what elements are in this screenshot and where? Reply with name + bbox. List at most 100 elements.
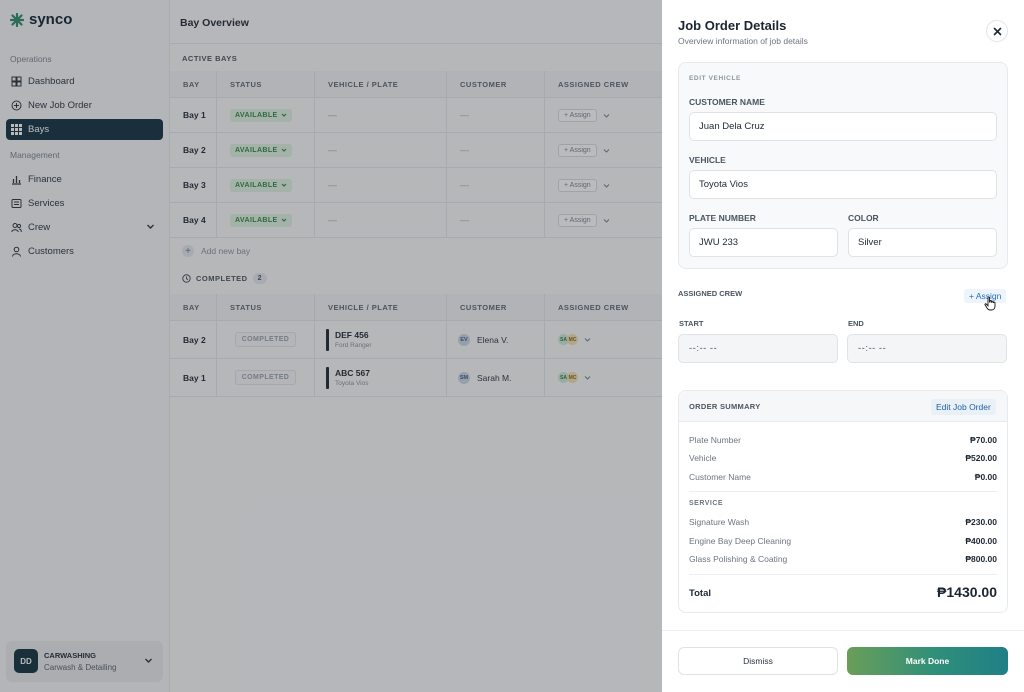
assign-button[interactable]: + Assign: [558, 108, 597, 122]
table-row[interactable]: Bay 3 AVAILABLE — — + Assign: [170, 168, 662, 203]
table-row[interactable]: Bay 1 COMPLETED ABC 567 Toyota Vios SM Sar…: [170, 359, 662, 397]
color-input[interactable]: [848, 228, 997, 257]
status-badge[interactable]: AVAILABLE: [230, 108, 292, 122]
end-time-input[interactable]: --:-- --: [847, 334, 1007, 363]
col-bay: BAY: [170, 71, 217, 97]
sidebar-item-customers[interactable]: Customers: [6, 241, 163, 262]
chevron-down-icon[interactable]: [603, 112, 610, 119]
total-value: ₱1430.00: [937, 584, 997, 600]
customer-name: Elena V.: [477, 334, 509, 345]
sidebar-item-services[interactable]: Services: [6, 193, 163, 214]
status-badge[interactable]: AVAILABLE: [230, 213, 292, 227]
status-badge: COMPLETED: [234, 370, 297, 385]
sidebar-item-new-job-order[interactable]: New Job Order: [6, 95, 163, 116]
assign-button[interactable]: + Assign: [558, 143, 597, 157]
service-label: SERVICE: [689, 500, 724, 507]
chevron-down-icon[interactable]: [603, 217, 610, 224]
plus-circle-icon: [11, 100, 22, 111]
vehicle-empty: —: [328, 215, 337, 225]
sidebar-item-crew[interactable]: Crew: [6, 217, 163, 238]
add-bay-button[interactable]: + Add new bay: [182, 245, 250, 257]
assign-button[interactable]: + Assign: [558, 213, 597, 227]
summary-row: Customer Name ₱0.00: [689, 472, 997, 482]
customer-name: Sarah M.: [477, 372, 512, 383]
chevron-down-icon[interactable]: [603, 147, 610, 154]
order-summary-card: ORDER SUMMARY Edit Job Order Plate Numbe…: [678, 390, 1008, 613]
sidebar-item-label: New Job Order: [28, 100, 92, 111]
edit-vehicle-card: EDIT VEHICLE CUSTOMER NAME VEHICLE PLATE…: [678, 62, 1008, 269]
chevron-down-icon[interactable]: [584, 336, 591, 343]
chevron-down-icon: [281, 113, 287, 117]
page-title: Bay Overview: [180, 17, 249, 29]
vehicle-model: Ford Ranger: [335, 342, 372, 349]
crew-avatar: SA: [558, 372, 569, 383]
customer-empty: —: [460, 215, 469, 225]
sidebar-item-label: Services: [28, 198, 65, 209]
users-icon: [11, 222, 22, 233]
completed-count-badge: 2: [252, 273, 267, 284]
customer-name-label: CUSTOMER NAME: [689, 97, 765, 107]
sidebar-item-dashboard[interactable]: Dashboard: [6, 71, 163, 92]
logo-icon: [10, 12, 24, 27]
status-badge[interactable]: AVAILABLE: [230, 178, 292, 192]
table-row[interactable]: Bay 4 AVAILABLE — — + Assign: [170, 203, 662, 238]
close-icon: [993, 27, 1001, 35]
summary-row: Glass Polishing & Coating ₱800.00: [689, 554, 997, 564]
table-row[interactable]: Bay 2 AVAILABLE — — + Assign: [170, 133, 662, 168]
add-bay-label: Add new bay: [201, 246, 251, 256]
app-logo[interactable]: synco: [10, 11, 72, 28]
job-order-drawer: Job Order Details Overview information o…: [662, 0, 1024, 692]
status-badge[interactable]: AVAILABLE: [230, 143, 292, 157]
start-time-input[interactable]: --:-- --: [678, 334, 838, 363]
divider: [689, 491, 997, 492]
chevron-down-icon[interactable]: [144, 656, 153, 668]
account-switcher[interactable]: DD CARWASHING Carwash & Detailing: [6, 641, 163, 682]
dismiss-button[interactable]: Dismiss: [678, 647, 838, 675]
end-label: END: [848, 319, 864, 328]
sidebar-item-label: Crew: [28, 222, 51, 233]
bay-name: Bay 2: [183, 334, 206, 345]
table-row[interactable]: Bay 1 AVAILABLE — — + Assign: [170, 98, 662, 133]
col-customer: CUSTOMER: [447, 294, 545, 320]
vehicle-color-bar: [326, 328, 329, 351]
color-label: COLOR: [848, 213, 879, 223]
col-vehicle: VEHICLE / PLATE: [315, 294, 447, 320]
customer-name-input[interactable]: [689, 112, 997, 141]
assigned-crew-label: ASSIGNED CREW: [678, 289, 743, 298]
sidebar-item-finance[interactable]: Finance: [6, 169, 163, 190]
hand-cursor-icon: [984, 296, 996, 311]
mark-done-button[interactable]: Mark Done: [847, 647, 1008, 675]
col-customer: CUSTOMER: [447, 71, 545, 97]
order-summary-title: ORDER SUMMARY: [689, 402, 761, 411]
edit-job-order-button[interactable]: Edit Job Order: [931, 399, 996, 415]
crew-avatar: MC: [567, 372, 578, 383]
sidebar-item-label: Dashboard: [28, 76, 75, 87]
vehicle-empty: —: [328, 110, 337, 120]
summary-row: Signature Wash ₱230.00: [689, 517, 997, 527]
bay-name: Bay 1: [183, 372, 206, 383]
user-icon: [11, 246, 22, 257]
vehicle-input[interactable]: [689, 170, 997, 199]
divider: [689, 574, 997, 575]
bay-name: Bay 2: [183, 145, 206, 155]
chevron-down-icon[interactable]: [603, 182, 610, 189]
table-row[interactable]: Bay 2 COMPLETED DEF 456 Ford Ranger EV Ele…: [170, 321, 662, 359]
sidebar-item-label: Customers: [28, 246, 74, 257]
chevron-down-icon[interactable]: [584, 374, 591, 381]
status-badge: COMPLETED: [234, 332, 297, 347]
account-subtitle: Carwash & Detailing: [44, 663, 117, 672]
customer-empty: —: [460, 110, 469, 120]
chevron-down-icon[interactable]: [146, 222, 155, 234]
sidebar-item-bays[interactable]: Bays: [6, 119, 163, 140]
assign-button[interactable]: + Assign: [558, 178, 597, 192]
modal-backdrop[interactable]: [0, 0, 662, 692]
chevron-down-icon: [281, 148, 287, 152]
assign-crew-button[interactable]: + Assign: [964, 289, 1007, 303]
account-name: CARWASHING: [44, 651, 96, 660]
col-status: STATUS: [217, 71, 315, 97]
close-button[interactable]: [986, 20, 1008, 42]
plus-icon: +: [182, 245, 194, 257]
dashboard-icon: [11, 76, 22, 87]
table-header: BAY STATUS VEHICLE / PLATE CUSTOMER ASSI…: [170, 71, 662, 98]
plate-number-input[interactable]: [689, 228, 838, 257]
